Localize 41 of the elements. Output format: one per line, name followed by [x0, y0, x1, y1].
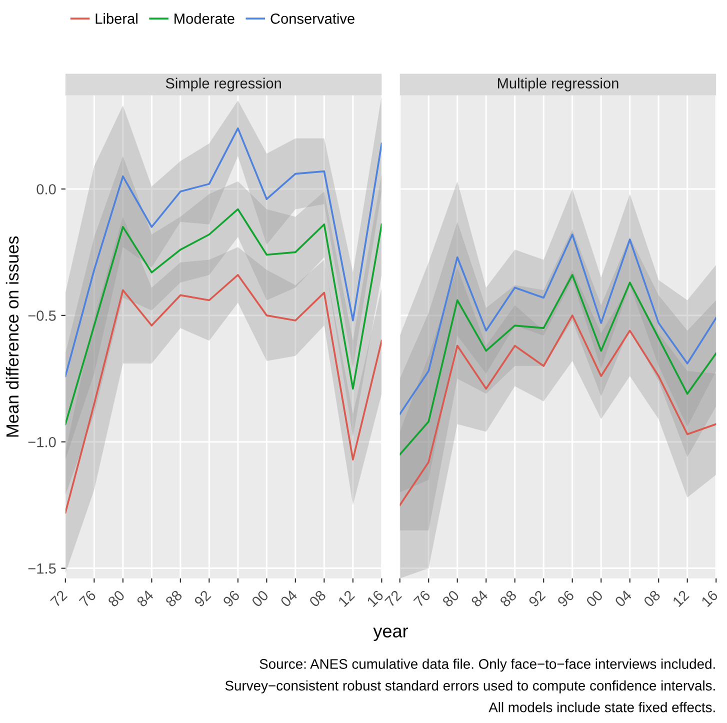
text: All models include state fixed effects. [488, 702, 715, 712]
x-tick-label: 88 [499, 590, 518, 608]
x-tick-label: 04 [280, 589, 298, 608]
x-tick-label: 80 [442, 590, 460, 608]
x-tick-label: 12 [672, 590, 690, 608]
legend-label: Conservative [270, 13, 354, 24]
legend-label: Liberal [96, 13, 138, 24]
x-tick-label: 80 [107, 590, 126, 608]
x-tick-label: 84 [470, 589, 489, 608]
chart-title: Multiple regression [498, 78, 618, 92]
y-tick-label: 0.0 [36, 184, 56, 194]
x-tick-label: 16 [366, 590, 384, 608]
x-tick-label: 08 [308, 590, 326, 608]
x-tick-label: 92 [194, 590, 212, 608]
x-tick-label: 00 [585, 590, 604, 608]
x-tick-label: 72 [384, 590, 402, 608]
x-tick-label: 76 [78, 590, 96, 608]
x-tick-label: 96 [556, 590, 575, 608]
x-tick-label: 16 [700, 590, 718, 608]
x-tick-label: 72 [50, 590, 68, 608]
line-series [65, 208, 382, 426]
text: Survey−consistent robust standard errors used to compute confidence intervals. [225, 680, 715, 694]
line-series [65, 127, 382, 378]
y-axis-title: Mean difference on issues [6, 236, 19, 437]
y-tick-label: −1.0 [28, 436, 56, 448]
chart-title: Simple regression [166, 78, 281, 92]
x-tick-label: 04 [614, 589, 632, 608]
x-tick-label: 96 [222, 590, 240, 608]
x-tick-label: 92 [528, 590, 546, 608]
x-tick-label: 08 [642, 590, 661, 608]
x-tick-label: 88 [164, 590, 183, 608]
x-tick-label: 00 [251, 590, 270, 608]
source-note: Source: ANES cumulative data file. Only face−to−face interviews included. [260, 658, 715, 672]
y-tick-label: −1.5 [28, 564, 56, 574]
x-axis-title: year [373, 628, 408, 642]
x-tick-label: 12 [338, 590, 356, 608]
x-tick-label: 84 [136, 589, 154, 608]
legend-label: Moderate [174, 13, 234, 24]
x-tick-label: 76 [413, 590, 431, 608]
y-tick-label: −0.5 [28, 310, 56, 321]
line-series [65, 274, 382, 514]
